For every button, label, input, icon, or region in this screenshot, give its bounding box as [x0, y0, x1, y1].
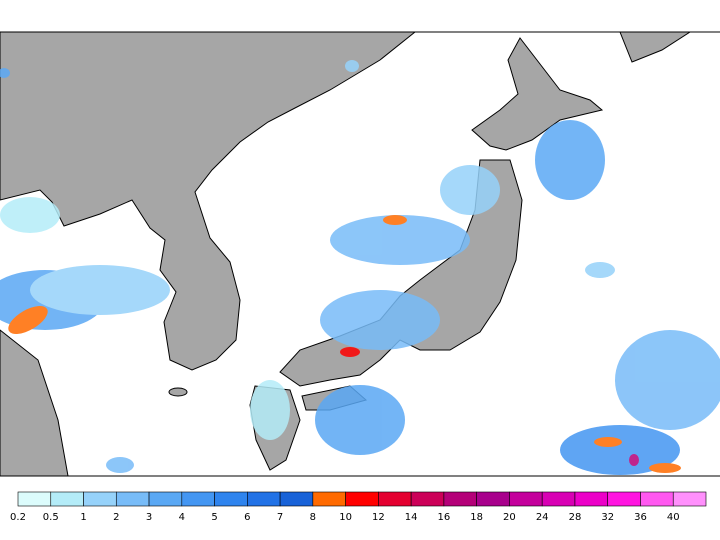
rain-area	[594, 437, 622, 447]
color-box	[476, 491, 510, 507]
color-box	[115, 491, 150, 507]
color-box	[541, 491, 576, 507]
rain-area	[106, 457, 134, 473]
level-label: 36	[634, 512, 647, 523]
color-box	[148, 491, 183, 507]
map	[0, 31, 720, 477]
level-label: 40	[667, 512, 680, 523]
color-box	[574, 491, 609, 507]
rain-area	[629, 454, 639, 466]
color-box	[509, 491, 543, 507]
hokkaido	[471, 37, 604, 151]
level-label: 0.2	[10, 512, 26, 523]
color-box	[410, 491, 445, 507]
color-box	[607, 491, 641, 507]
level-label: 24	[536, 512, 549, 523]
jeju	[168, 387, 188, 397]
level-label: 14	[405, 512, 418, 523]
level-label: 3	[146, 512, 152, 523]
color-box	[247, 491, 281, 507]
color-box	[17, 491, 52, 507]
level-label: 4	[179, 512, 185, 523]
rain-area	[315, 385, 405, 455]
level-label: 18	[470, 512, 483, 523]
color-box	[279, 491, 314, 507]
level-label: 12	[372, 512, 385, 523]
color-box	[443, 491, 477, 507]
rain-area	[30, 265, 170, 315]
honshu	[279, 159, 523, 387]
color-box	[312, 491, 346, 507]
rain-area	[560, 425, 680, 475]
color-box	[672, 491, 707, 507]
color-box	[378, 491, 412, 507]
rain-area	[0, 197, 60, 233]
rain-area	[320, 290, 440, 350]
color-box	[83, 491, 117, 507]
color-box	[345, 491, 379, 507]
level-label: 20	[503, 512, 516, 523]
rain-area	[0, 68, 10, 78]
rain-area	[250, 380, 290, 440]
color-box	[181, 491, 215, 507]
color-box	[50, 491, 84, 507]
rain-area	[8, 306, 48, 334]
level-label: 28	[569, 512, 582, 523]
level-label: 1	[80, 512, 86, 523]
mainland	[0, 31, 417, 371]
rain-area	[535, 120, 605, 200]
rain-area	[340, 347, 360, 357]
precipitation	[0, 60, 720, 475]
level-label: 8	[310, 512, 316, 523]
rain-area	[330, 215, 470, 265]
rain-area	[585, 262, 615, 278]
color-box	[214, 491, 248, 507]
level-label: 16	[438, 512, 451, 523]
level-label: 2	[113, 512, 119, 523]
level-label: 32	[601, 512, 614, 523]
level-label: 6	[244, 512, 250, 523]
rain-area	[345, 60, 359, 72]
color-box	[640, 491, 674, 507]
china-south	[0, 329, 69, 477]
rain-area	[383, 215, 407, 225]
rain-area	[649, 463, 681, 473]
rain-area	[440, 165, 500, 215]
colorbar: 0.2 0.5 1 2 3 4 5 6 7 8 10 12 14 16 18 20 24 28 32 36 40	[10, 491, 707, 523]
level-label: 7	[277, 512, 283, 523]
level-label: 5	[211, 512, 217, 523]
rain-area	[615, 330, 720, 430]
level-label: 10	[339, 512, 352, 523]
level-label: 0.5	[43, 512, 59, 523]
